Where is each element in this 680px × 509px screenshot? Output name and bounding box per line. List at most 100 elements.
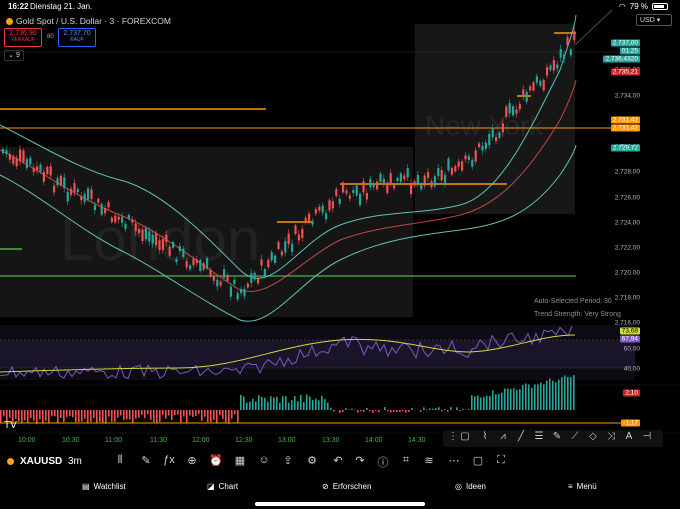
layout-single-icon[interactable]: ▢ — [472, 455, 484, 467]
macd-bar — [252, 398, 254, 410]
candle-body — [257, 278, 260, 284]
candle-body — [107, 202, 110, 208]
candle-body — [280, 251, 283, 256]
candle-body — [253, 272, 256, 280]
macd-bar — [393, 410, 395, 413]
indicator-collapse-button[interactable]: ⌄ 9 — [4, 50, 24, 61]
macd-bar — [387, 410, 389, 412]
macd-bar — [195, 410, 197, 417]
measure-tool-icon[interactable]: ⟋ — [571, 431, 579, 442]
macd-bar — [255, 401, 257, 410]
macd-bar — [483, 396, 485, 410]
candle-body — [124, 223, 127, 230]
macd-bar — [405, 410, 407, 413]
buy-button[interactable]: 2.737,70 KAUF — [58, 28, 96, 47]
red-level-tag: 2.735,21 — [610, 68, 640, 76]
macd-bar — [495, 394, 497, 410]
macd-bar — [6, 410, 8, 422]
macd-bar — [240, 394, 242, 410]
rsi-ma-line — [0, 334, 576, 373]
candle-body — [345, 190, 348, 194]
macd-bar — [204, 410, 206, 417]
macd-bar — [228, 410, 230, 424]
macd-bar — [117, 410, 119, 418]
rsi-line — [0, 325, 573, 380]
symbol-title[interactable]: Gold Spot / U.S. Dollar · 3 · FOREXCOM — [6, 16, 171, 26]
info-icon[interactable]: ⓘ — [377, 457, 389, 469]
trend-line — [574, 9, 613, 46]
forecast-tool-icon[interactable]: ⤨ — [607, 431, 615, 442]
tab-explore[interactable]: ⊘ Erforschen — [322, 482, 371, 491]
undo-icon[interactable]: ↶ — [333, 455, 343, 467]
macd-bar — [210, 410, 212, 423]
candle-body — [495, 137, 498, 141]
macd-bar — [282, 396, 284, 410]
candle-body — [546, 67, 549, 76]
shape-tool-icon[interactable]: ◇ — [589, 431, 597, 442]
add-icon[interactable]: ⊕ — [187, 455, 197, 467]
candle-body — [250, 273, 253, 284]
candle-body — [311, 220, 314, 225]
symbol-button[interactable]: XAUUSD — [20, 456, 63, 467]
brush-tool-icon[interactable]: ✎ — [552, 431, 562, 442]
candle-body — [488, 133, 491, 146]
more-icon[interactable]: ⋯ — [448, 455, 460, 467]
currency-select[interactable]: USD ▾ — [636, 14, 672, 26]
macd-bar — [288, 402, 290, 410]
candle-body — [76, 189, 79, 193]
rectangle-tool-icon[interactable]: ▢ — [460, 431, 470, 442]
macd-bar — [543, 384, 545, 410]
tab-explore-label: Erforschen — [332, 482, 372, 491]
draw-icon[interactable]: ✎ — [141, 455, 151, 467]
horizontal-line-tool-icon[interactable]: ⊣ — [642, 431, 652, 442]
candle-body — [573, 31, 576, 40]
trendline-tool-icon[interactable]: ╱ — [517, 431, 525, 442]
alert-icon[interactable]: ⏰ — [209, 455, 223, 467]
candle-body — [267, 259, 270, 268]
candle-type-icon[interactable]: ⫴ — [117, 454, 123, 466]
macd-bar — [180, 410, 182, 423]
tab-menu-label: Menü — [576, 482, 597, 491]
redo-icon[interactable]: ↷ — [355, 455, 365, 467]
trend-strength-label: Trend Strength: Very Strong — [534, 311, 621, 318]
macd-bar — [408, 410, 410, 412]
fib-tool-icon[interactable]: ☰ — [534, 431, 544, 442]
tab-ideas[interactable]: ◎ Ideen — [455, 482, 486, 491]
candle-body — [151, 234, 154, 244]
macd-bar — [477, 395, 479, 410]
candle-body — [440, 170, 443, 181]
tab-menu[interactable]: ≡ Menü — [568, 482, 597, 491]
timeframe-button[interactable]: 3m — [68, 456, 82, 467]
indicators-icon[interactable]: ƒx — [163, 454, 175, 466]
text-tool-icon[interactable]: A — [625, 431, 633, 442]
macd-bar — [201, 410, 203, 421]
candle-body — [372, 183, 375, 188]
macd-bar — [276, 396, 278, 410]
macd-bar — [165, 410, 167, 419]
sell-button[interactable]: 2.736,90 VERKAUF — [4, 28, 42, 47]
grip-icon[interactable]: ⋮ — [448, 431, 458, 442]
candle-body — [498, 132, 501, 138]
ideas-icon[interactable]: ☺ — [258, 454, 270, 466]
candle-body — [556, 64, 559, 69]
chart-settings-icon[interactable]: ⚙ — [307, 455, 317, 467]
replay-icon[interactable]: ⌗ — [402, 454, 410, 466]
share-icon[interactable]: ⇪ — [283, 455, 293, 467]
pattern-tool-icon[interactable]: ⌇ — [482, 431, 488, 442]
candle-body — [263, 269, 266, 277]
macd-bar — [435, 408, 437, 410]
polyline-tool-icon[interactable]: ⩘ — [500, 431, 506, 442]
candle-body — [223, 269, 226, 278]
tab-chart[interactable]: ◪ Chart — [207, 482, 238, 491]
fullscreen-icon[interactable]: ⛶ — [497, 454, 505, 466]
macd-bar — [456, 407, 458, 410]
compare-icon[interactable]: ≋ — [424, 455, 434, 467]
macd-bar — [105, 410, 107, 424]
tab-watchlist[interactable]: ▤ Watchlist — [82, 482, 126, 491]
macd-bar — [522, 384, 524, 410]
candle-body — [433, 176, 436, 187]
layout-icon[interactable]: ▦ — [234, 455, 246, 467]
tab-bar: ▤ Watchlist ◪ Chart ⊘ Erforschen ◎ Ideen… — [0, 476, 680, 500]
candle-body — [352, 189, 355, 194]
